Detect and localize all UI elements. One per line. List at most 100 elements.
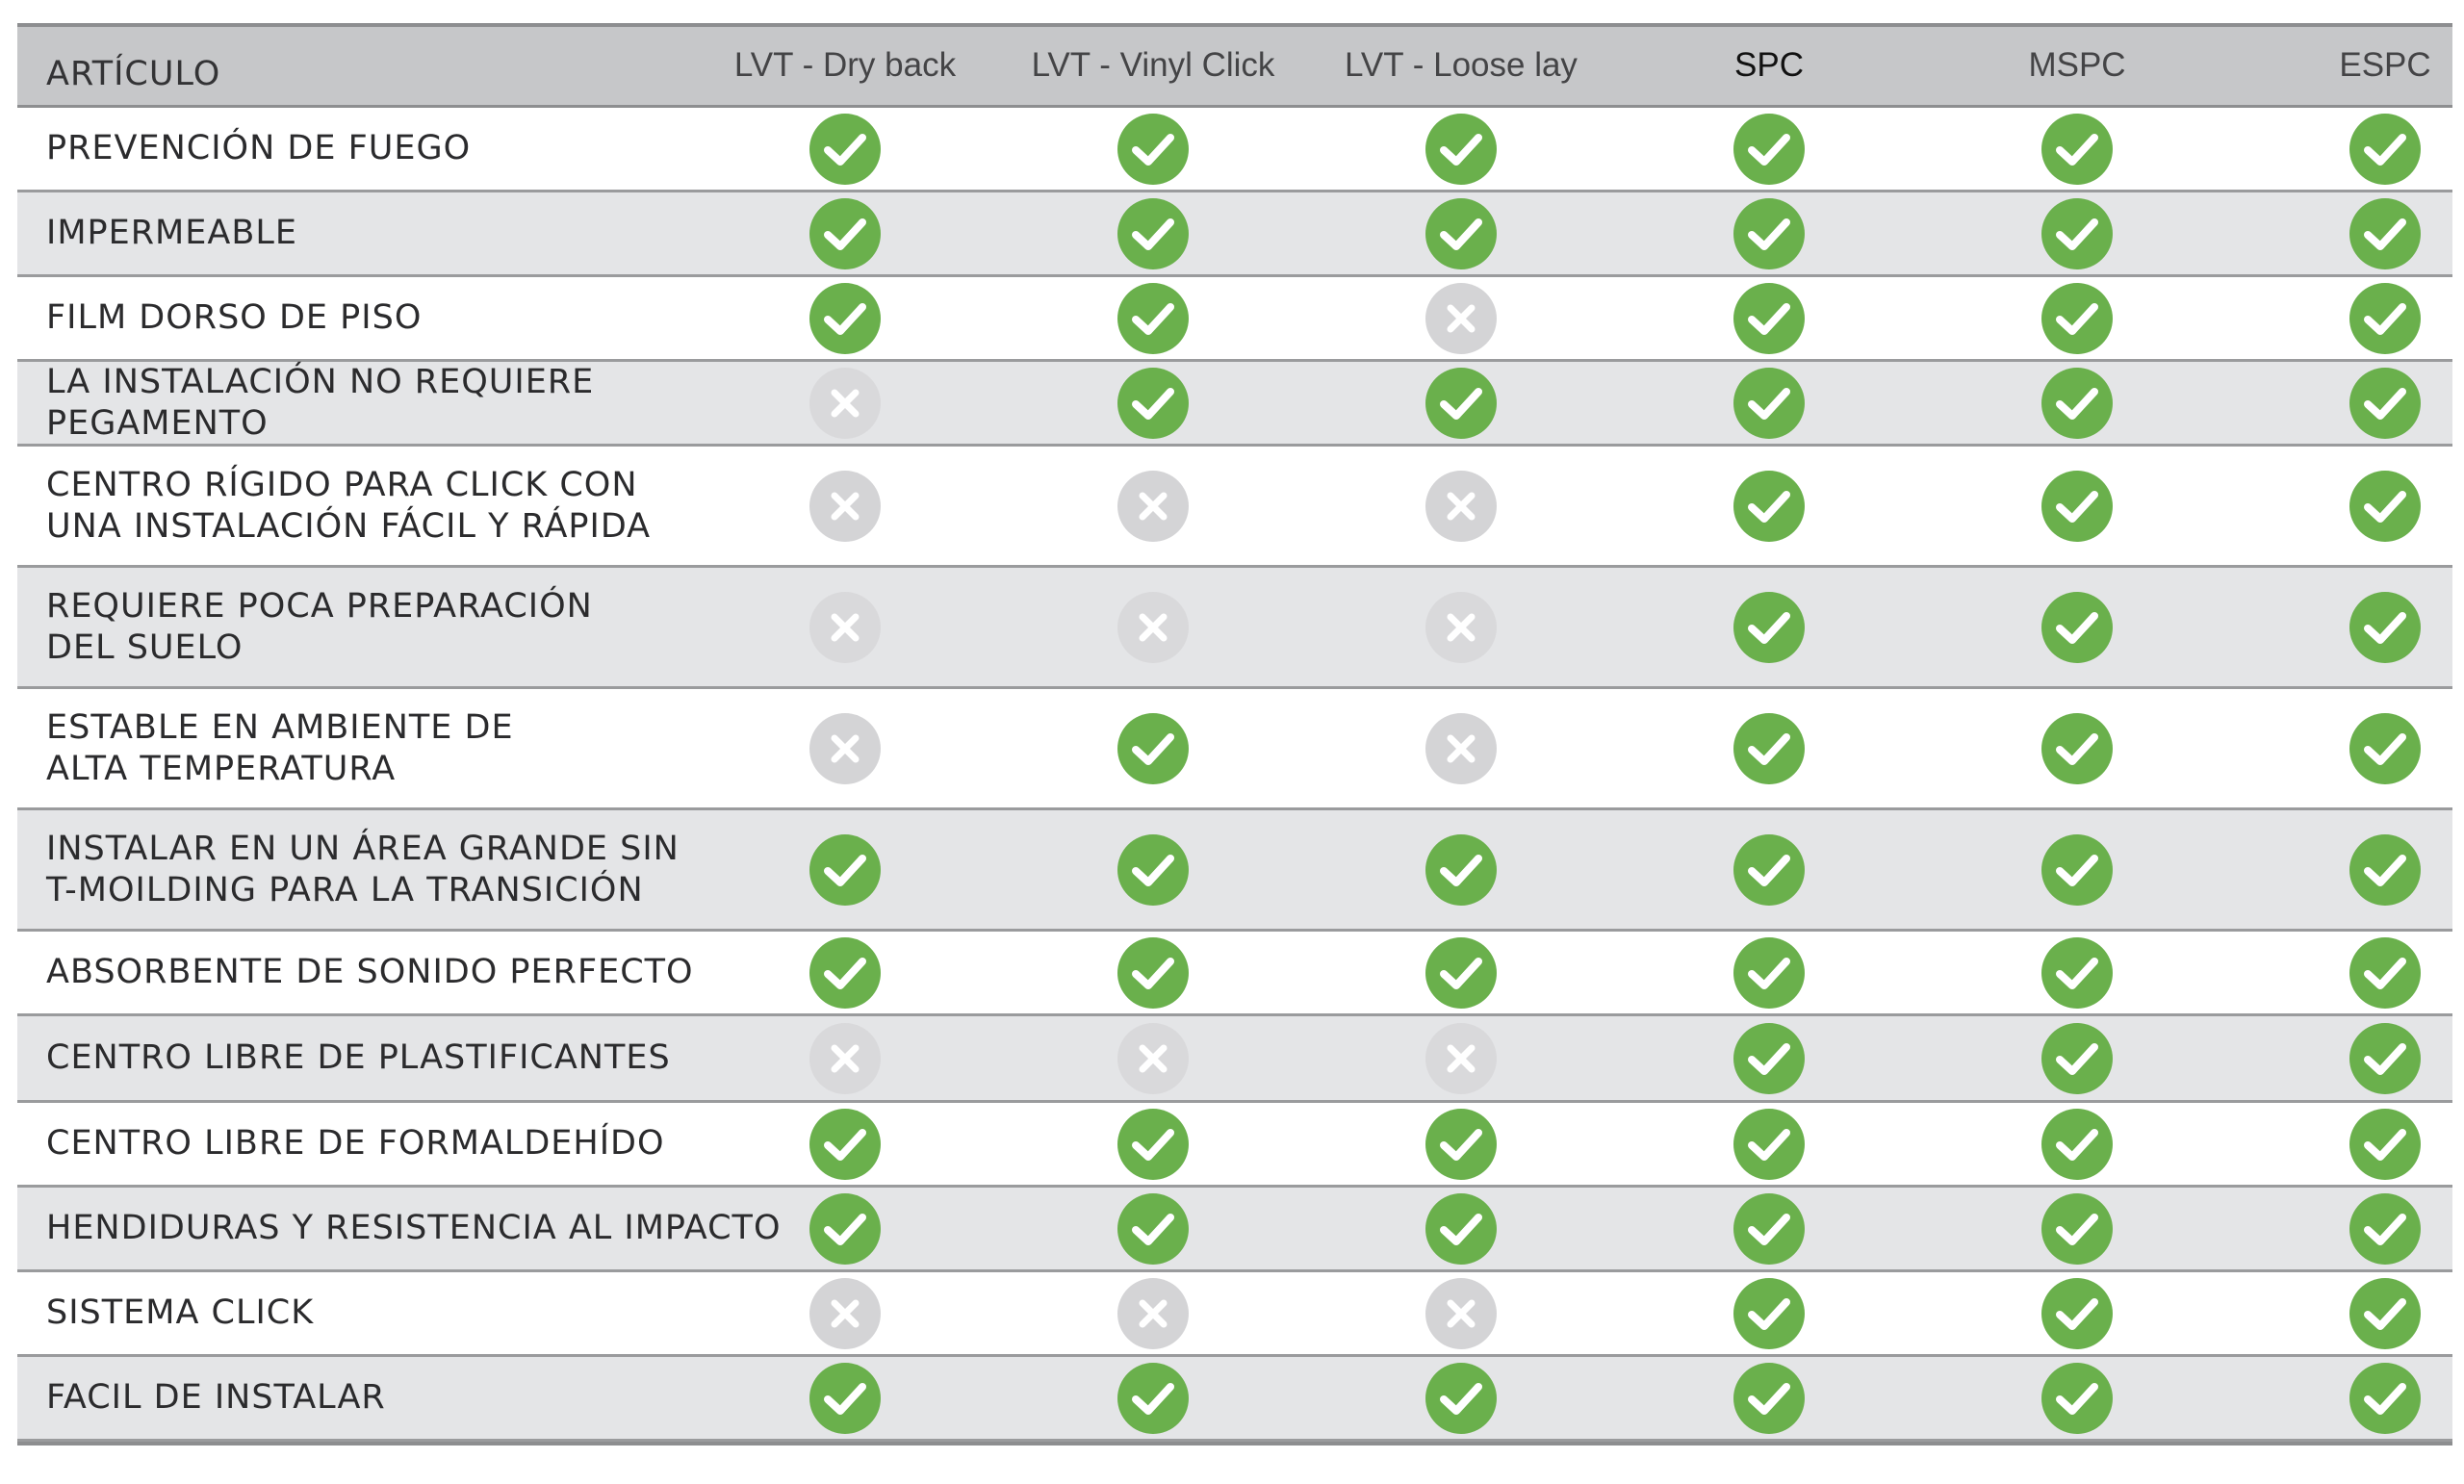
- row-cells: [691, 1108, 2464, 1181]
- table-cell: [1615, 936, 1923, 1010]
- column-header-lvt-vinyl-click: LVT - Vinyl Click: [1031, 46, 1275, 84]
- check-circle-icon: [1732, 936, 1806, 1010]
- check-circle-icon: [2040, 833, 2114, 907]
- table-cell: [999, 1108, 1307, 1181]
- check-circle-icon: [2348, 1362, 2422, 1435]
- check-circle-icon: [1732, 1108, 1806, 1181]
- table-cell: [999, 712, 1307, 785]
- table-cell: [1307, 591, 1615, 664]
- table-cell: [1615, 1108, 1923, 1181]
- table-row: REQUIERE POCA PREPARACIÓN DEL SUELO: [17, 568, 2452, 689]
- table-cell: [691, 1192, 999, 1266]
- table-row: ESTABLE EN AMBIENTE DE ALTA TEMPERATURA: [17, 689, 2452, 810]
- check-circle-icon: [1732, 712, 1806, 785]
- check-circle-icon: [1732, 1192, 1806, 1266]
- table-cell: [1615, 1192, 1923, 1266]
- table-cell: [1923, 197, 2231, 270]
- table-cell: [1307, 1362, 1615, 1435]
- check-circle-icon: [1424, 936, 1498, 1010]
- table-cell: [1923, 1022, 2231, 1095]
- table-cell: [1923, 591, 2231, 664]
- check-circle-icon: [808, 197, 882, 270]
- x-circle-icon: [808, 1022, 882, 1095]
- table-row: CENTRO LIBRE DE PLASTIFICANTES: [17, 1016, 2452, 1103]
- table-cell: [691, 1022, 999, 1095]
- check-circle-icon: [2348, 1277, 2422, 1350]
- x-circle-icon: [1424, 1022, 1498, 1095]
- table-cell: [1923, 1192, 2231, 1266]
- x-circle-icon: [1424, 470, 1498, 543]
- table-cell: [1923, 712, 2231, 785]
- check-circle-icon: [1424, 113, 1498, 186]
- table-cell: [1615, 197, 1923, 270]
- check-circle-icon: [1732, 591, 1806, 664]
- table-cell: [1615, 591, 1923, 664]
- row-label: CENTRO LIBRE DE PLASTIFICANTES: [46, 1038, 671, 1078]
- check-circle-icon: [2040, 591, 2114, 664]
- check-circle-icon: [2040, 197, 2114, 270]
- x-circle-icon: [1424, 1277, 1498, 1350]
- table-cell: [1307, 936, 1615, 1010]
- table-row: ABSORBENTE DE SONIDO PERFECTO: [17, 932, 2452, 1016]
- table-cell: [1923, 936, 2231, 1010]
- check-circle-icon: [2040, 282, 2114, 355]
- check-circle-icon: [2348, 712, 2422, 785]
- row-cells: [691, 470, 2464, 543]
- table-cell: [999, 1277, 1307, 1350]
- table-bottom-border: [17, 1442, 2452, 1446]
- row-cells: [691, 197, 2464, 270]
- table-cell: [2231, 712, 2464, 785]
- check-circle-icon: [1116, 113, 1190, 186]
- check-circle-icon: [2040, 712, 2114, 785]
- row-label: HENDIDURAS Y RESISTENCIA AL IMPACTO: [46, 1209, 782, 1248]
- x-circle-icon: [808, 1277, 882, 1350]
- check-circle-icon: [1116, 1108, 1190, 1181]
- check-circle-icon: [1424, 367, 1498, 440]
- check-circle-icon: [1116, 367, 1190, 440]
- table-cell: [691, 936, 999, 1010]
- row-cells: [691, 1362, 2464, 1435]
- check-circle-icon: [808, 833, 882, 907]
- x-circle-icon: [808, 712, 882, 785]
- x-circle-icon: [1424, 591, 1498, 664]
- check-circle-icon: [2348, 282, 2422, 355]
- row-cells: [691, 1277, 2464, 1350]
- table-row: INSTALAR EN UN ÁREA GRANDE SIN T-MOILDIN…: [17, 810, 2452, 932]
- row-cells: [691, 282, 2464, 355]
- table-cell: [1307, 197, 1615, 270]
- table-cell: [1615, 712, 1923, 785]
- row-label: ABSORBENTE DE SONIDO PERFECTO: [46, 953, 694, 992]
- check-circle-icon: [1116, 1192, 1190, 1266]
- table-cell: [999, 367, 1307, 440]
- row-label: SISTEMA CLICK: [46, 1293, 315, 1333]
- table-row: LA INSTALACIÓN NO REQUIERE PEGAMENTO: [17, 362, 2452, 447]
- x-circle-icon: [808, 367, 882, 440]
- table-cell: [1923, 1108, 2231, 1181]
- check-circle-icon: [1732, 833, 1806, 907]
- x-circle-icon: [1116, 591, 1190, 664]
- table-row: CENTRO LIBRE DE FORMALDEHÍDO: [17, 1103, 2452, 1188]
- table-cell: [691, 1362, 999, 1435]
- table-cell: [999, 833, 1307, 907]
- check-circle-icon: [1116, 833, 1190, 907]
- check-circle-icon: [2348, 470, 2422, 543]
- check-circle-icon: [1116, 197, 1190, 270]
- check-circle-icon: [2040, 936, 2114, 1010]
- table-row: PREVENCIÓN DE FUEGO: [17, 108, 2452, 192]
- x-circle-icon: [1116, 1022, 1190, 1095]
- check-circle-icon: [1116, 936, 1190, 1010]
- check-circle-icon: [2040, 1362, 2114, 1435]
- check-circle-icon: [808, 282, 882, 355]
- row-cells: [691, 113, 2464, 186]
- table-cell: [2231, 113, 2464, 186]
- check-circle-icon: [808, 1108, 882, 1181]
- check-circle-icon: [808, 936, 882, 1010]
- row-label: CENTRO LIBRE DE FORMALDEHÍDO: [46, 1124, 665, 1164]
- row-label: ESTABLE EN AMBIENTE DE ALTA TEMPERATURA: [46, 707, 514, 788]
- table-cell: [1615, 1277, 1923, 1350]
- row-cells: [691, 712, 2464, 785]
- table-cell: [1307, 367, 1615, 440]
- table-cell: [2231, 282, 2464, 355]
- check-circle-icon: [1732, 197, 1806, 270]
- row-cells: [691, 833, 2464, 907]
